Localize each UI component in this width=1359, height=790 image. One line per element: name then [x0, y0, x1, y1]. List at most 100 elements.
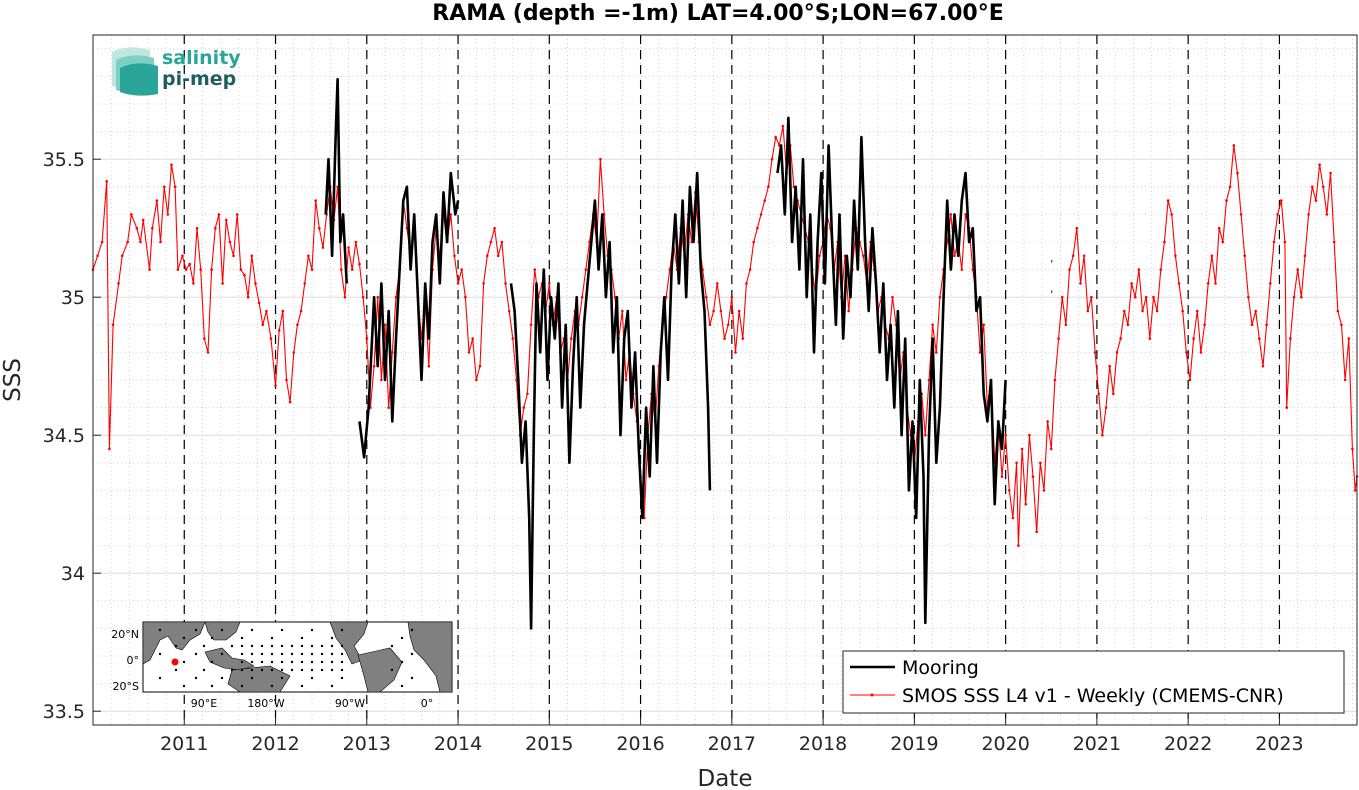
- smos-point: [159, 240, 162, 244]
- map-mooring-dot: [310, 628, 314, 632]
- map-mooring-dot: [280, 668, 284, 672]
- smos-point: [188, 262, 192, 266]
- smos-point: [1039, 461, 1042, 465]
- smos-point: [1276, 213, 1279, 216]
- smos-point: [1101, 433, 1104, 437]
- smos-point: [1011, 516, 1015, 520]
- smos-point: [529, 323, 533, 327]
- map-mooring-dot: [158, 676, 162, 680]
- logo-text-salinity: salinity: [162, 47, 241, 69]
- smos-point: [511, 337, 515, 340]
- map-mooring-dot: [290, 644, 294, 648]
- smos-point: [715, 282, 719, 285]
- smos-point: [1272, 240, 1276, 244]
- smos-point: [453, 254, 456, 258]
- smos-point: [953, 254, 956, 258]
- smos-point: [162, 185, 166, 189]
- map-mooring-dot: [310, 644, 314, 648]
- map-mooring-dot: [300, 636, 304, 640]
- map-mooring-dot: [270, 652, 274, 656]
- smos-point: [176, 268, 180, 271]
- x-tick-label: 2013: [343, 733, 391, 755]
- map-mooring-dot: [400, 636, 404, 640]
- smos-point: [949, 213, 953, 216]
- map-mooring-dot: [340, 676, 344, 680]
- smos-point: [1314, 199, 1318, 202]
- smos-point: [100, 240, 104, 244]
- smos-point: [285, 378, 288, 382]
- smos-point: [1261, 364, 1265, 368]
- smos-point: [726, 323, 730, 327]
- map-mooring-dot: [400, 660, 404, 664]
- smos-point: [982, 323, 986, 327]
- smos-point: [246, 295, 250, 299]
- map-mooring-dot: [240, 644, 244, 648]
- smos-point: [1017, 544, 1020, 547]
- smos-point: [120, 254, 124, 258]
- logo-text-pimep: pi-mep: [162, 68, 236, 90]
- smos-point: [383, 323, 387, 327]
- map-mooring-dot: [300, 668, 304, 672]
- map-mooring-dot: [270, 644, 274, 648]
- x-tick-label: 2020: [981, 733, 1029, 755]
- smos-point: [155, 199, 159, 202]
- y-tick-label: 35.5: [43, 149, 85, 171]
- smos-point: [478, 364, 482, 368]
- smos-point: [891, 295, 894, 299]
- smos-point: [475, 378, 478, 382]
- smos-point: [704, 295, 708, 299]
- smos-point: [1024, 502, 1028, 506]
- smos-point: [354, 240, 358, 244]
- smos-point: [548, 282, 551, 285]
- smos-point: [960, 268, 964, 271]
- smos-point: [265, 309, 268, 313]
- smos-point: [148, 268, 151, 271]
- smos-point: [111, 323, 115, 327]
- map-mooring-dot: [310, 652, 314, 656]
- map-mooring-dot: [260, 668, 264, 672]
- smos-point: [1195, 309, 1199, 313]
- smos-point: [303, 282, 307, 285]
- map-mooring-dot: [290, 668, 294, 672]
- smos-point: [380, 378, 383, 382]
- inset-map: 20°N 0° 20°S 90°E 180°W 90°W 0°: [111, 621, 453, 710]
- smos-point: [1329, 171, 1332, 175]
- smos-point: [358, 262, 361, 266]
- smos-point: [1206, 282, 1210, 285]
- map-mooring-dot: [330, 660, 334, 664]
- smos-point: [752, 240, 756, 244]
- smos-point: [763, 199, 766, 202]
- smos-point: [1086, 309, 1090, 313]
- smos-point: [781, 124, 785, 128]
- smos-point: [1343, 378, 1347, 382]
- smos-point: [931, 323, 934, 327]
- smos-point: [274, 384, 277, 387]
- map-mooring-dot: [330, 668, 334, 672]
- smos-point: [1221, 240, 1225, 244]
- smos-point: [1108, 364, 1111, 368]
- smos-point: [584, 268, 588, 271]
- smos-point: [1236, 171, 1239, 175]
- smos-point: [1310, 185, 1314, 189]
- smos-point: [496, 254, 500, 258]
- smos-point: [1060, 295, 1064, 299]
- map-mooring-dot: [390, 644, 394, 648]
- smos-point: [526, 392, 529, 396]
- smos-point: [151, 226, 154, 230]
- smos-point: [108, 447, 111, 451]
- smos-point: [489, 240, 493, 244]
- x-tick-label: 2018: [799, 733, 847, 755]
- smos-point: [1137, 268, 1141, 271]
- smos-point: [1303, 254, 1307, 258]
- map-lon-label-1: 180°W: [247, 697, 284, 710]
- smos-point: [1188, 378, 1192, 382]
- smos-point: [141, 218, 145, 222]
- map-mooring-dot: [182, 684, 186, 688]
- legend-label-mooring: Mooring: [902, 657, 979, 679]
- smos-point: [1090, 295, 1093, 299]
- smos-point: [504, 282, 507, 285]
- smos-point: [281, 309, 285, 313]
- series-layer: [91, 77, 1359, 630]
- smos-point: [310, 268, 314, 271]
- x-tick-label: 2021: [1073, 733, 1121, 755]
